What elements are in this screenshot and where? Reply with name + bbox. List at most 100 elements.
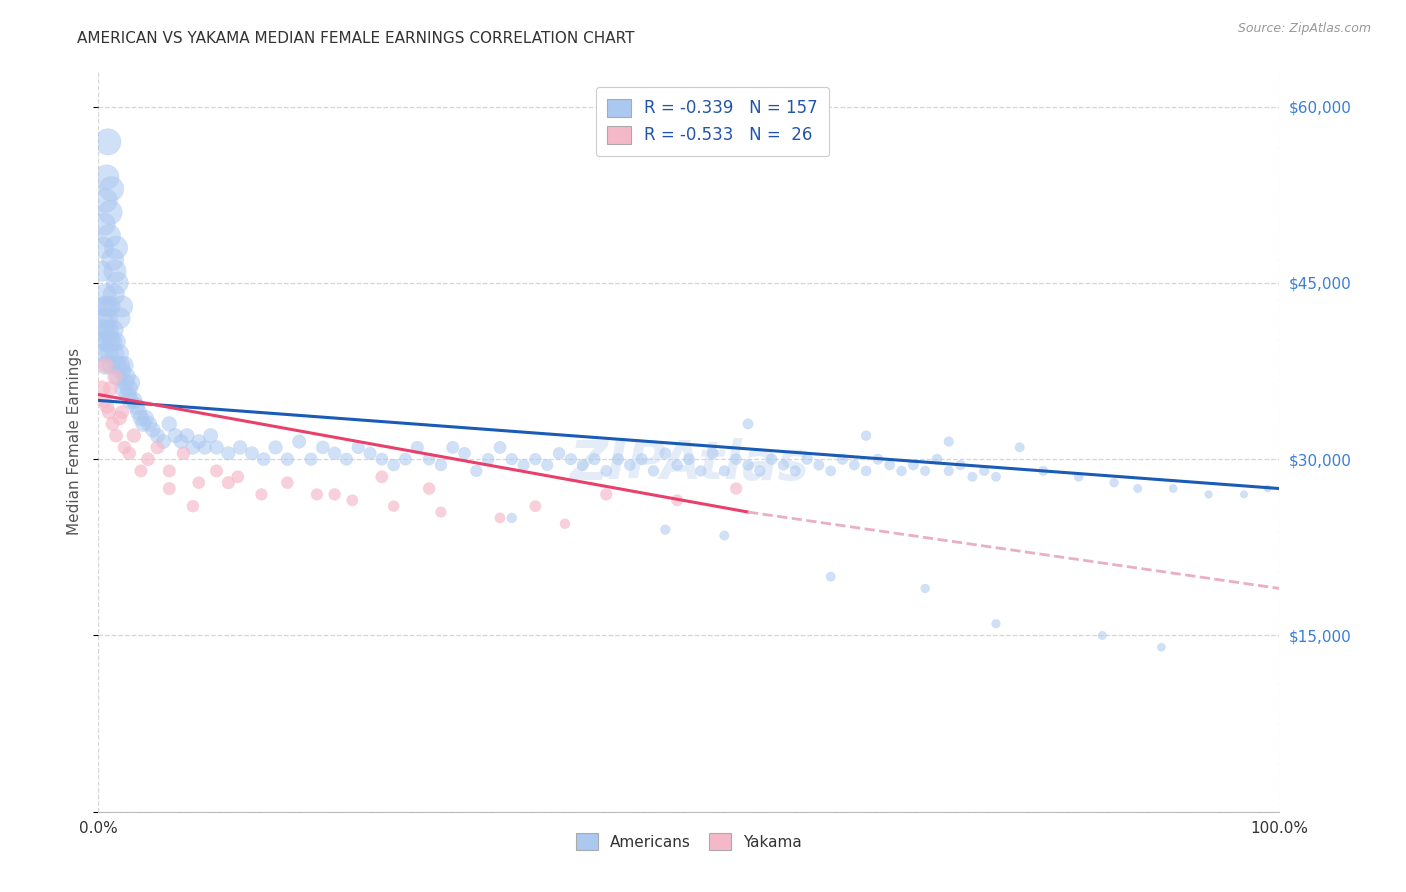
Point [1150,640,1173,655]
Point [737,458,759,472]
Point [1067,470,1090,484]
Point [96,399,118,413]
Point [299,452,322,467]
Point [855,464,877,478]
Point [305,487,328,501]
Point [761,452,783,467]
Point [97,334,120,349]
Point [122,428,145,442]
Point [772,458,794,472]
Point [93,311,115,326]
Point [820,570,842,584]
Point [489,511,512,525]
Point [512,458,534,472]
Point [253,452,276,467]
Point [925,452,948,467]
Point [93,334,115,349]
Point [1008,441,1031,455]
Point [118,446,141,460]
Point [630,452,652,467]
Point [807,458,830,472]
Point [146,428,169,442]
Point [146,441,169,455]
Point [105,276,128,290]
Point [104,346,127,360]
Point [855,428,877,442]
Point [524,452,547,467]
Point [97,311,120,326]
Point [654,523,676,537]
Point [984,616,1007,631]
Point [430,505,453,519]
Text: Source: ZipAtlas.com: Source: ZipAtlas.com [1237,22,1371,36]
Point [187,434,209,449]
Point [132,417,155,431]
Point [560,452,582,467]
Point [536,458,558,472]
Point [1126,482,1149,496]
Point [94,358,117,372]
Point [105,428,128,442]
Point [323,487,346,501]
Point [121,376,143,390]
Point [98,205,121,219]
Y-axis label: Median Female Earnings: Median Female Earnings [67,348,83,535]
Point [371,470,394,484]
Point [548,446,571,460]
Point [394,452,416,467]
Point [229,441,252,455]
Point [157,482,180,496]
Point [112,358,135,372]
Point [217,475,239,490]
Point [962,470,984,484]
Point [866,452,889,467]
Point [129,464,152,478]
Point [489,441,512,455]
Point [342,493,364,508]
Point [142,423,165,437]
Point [643,464,665,478]
Point [831,452,853,467]
Point [1091,628,1114,642]
Point [240,446,263,460]
Point [103,323,125,337]
Point [108,311,131,326]
Point [152,434,174,449]
Point [112,382,135,396]
Point [477,452,499,467]
Point [129,411,152,425]
Point [187,475,209,490]
Point [554,516,576,531]
Point [276,452,298,467]
Point [128,405,150,419]
Point [101,334,124,349]
Point [453,446,475,460]
Point [713,464,735,478]
Point [112,441,135,455]
Point [93,217,115,231]
Point [104,264,127,278]
Point [111,299,134,313]
Point [1257,482,1279,496]
Point [107,370,129,384]
Point [157,417,180,431]
Point [973,464,995,478]
Point [583,452,606,467]
Point [120,393,142,408]
Point [181,441,204,455]
Point [105,334,128,349]
Point [903,458,925,472]
Point [135,411,157,425]
Point [98,405,121,419]
Point [359,446,381,460]
Point [118,382,141,396]
Point [115,370,138,384]
Point [264,441,287,455]
Point [938,464,960,478]
Point [108,411,131,425]
Point [654,446,676,460]
Point [98,323,121,337]
Point [101,417,124,431]
Point [91,382,114,396]
Point [194,441,217,455]
